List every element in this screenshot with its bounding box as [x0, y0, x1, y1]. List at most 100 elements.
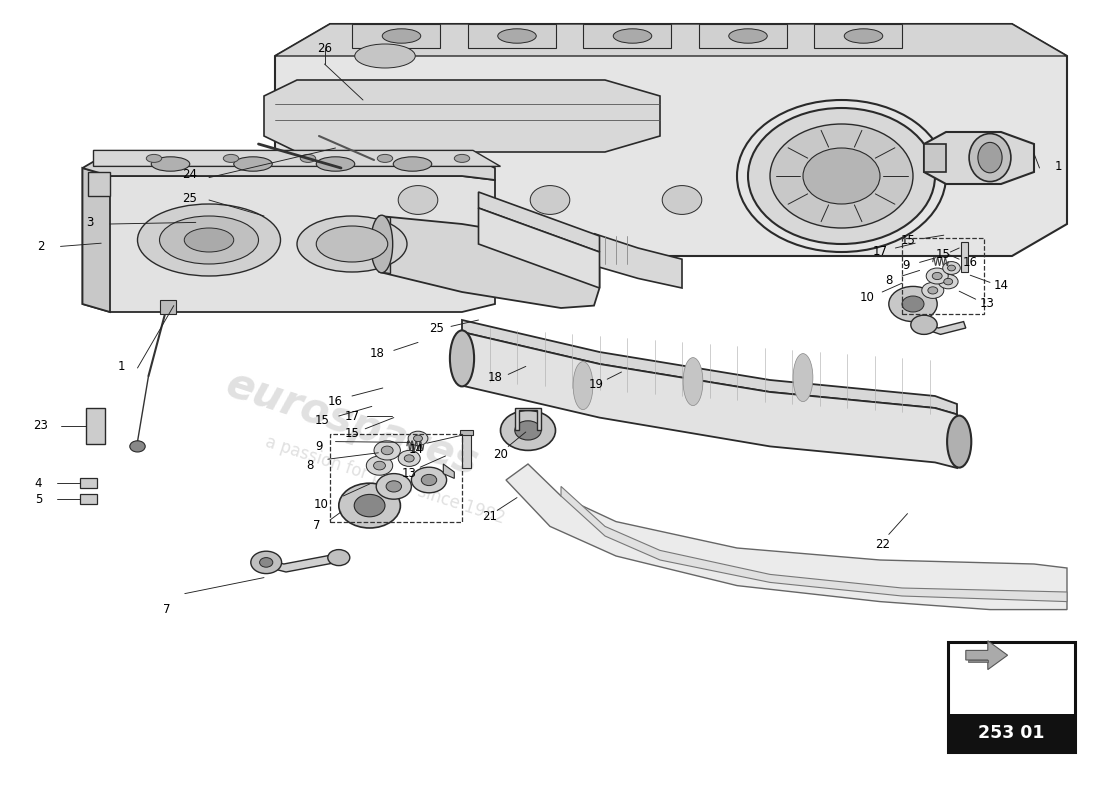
Text: 17: 17 — [344, 410, 360, 422]
Text: 4: 4 — [35, 477, 42, 490]
Polygon shape — [515, 408, 541, 430]
Polygon shape — [82, 152, 495, 180]
Polygon shape — [561, 486, 1067, 602]
Circle shape — [398, 450, 420, 466]
Text: 1: 1 — [1055, 160, 1061, 173]
Text: 9: 9 — [316, 440, 322, 453]
Circle shape — [130, 441, 145, 452]
Text: eurospares: eurospares — [220, 363, 484, 485]
Circle shape — [938, 274, 958, 289]
Ellipse shape — [146, 154, 162, 162]
Circle shape — [902, 296, 924, 312]
FancyBboxPatch shape — [948, 642, 1075, 752]
Polygon shape — [160, 300, 176, 314]
Ellipse shape — [394, 157, 431, 171]
Polygon shape — [922, 322, 966, 334]
Text: 16: 16 — [962, 256, 978, 269]
Circle shape — [421, 474, 437, 486]
Circle shape — [922, 282, 944, 298]
Polygon shape — [462, 320, 957, 414]
Circle shape — [947, 265, 956, 271]
Circle shape — [944, 278, 953, 285]
Text: 15: 15 — [901, 234, 916, 246]
Polygon shape — [86, 408, 104, 444]
Polygon shape — [462, 432, 471, 468]
Ellipse shape — [450, 330, 474, 386]
Polygon shape — [583, 24, 671, 48]
Circle shape — [530, 186, 570, 214]
Polygon shape — [80, 478, 97, 488]
Text: 22: 22 — [874, 538, 890, 550]
Polygon shape — [82, 168, 495, 312]
Text: 18: 18 — [487, 371, 503, 384]
Circle shape — [398, 186, 438, 214]
Circle shape — [414, 435, 422, 442]
Text: 9: 9 — [903, 259, 910, 272]
Circle shape — [374, 441, 400, 460]
Circle shape — [408, 431, 428, 446]
Circle shape — [339, 483, 400, 528]
Circle shape — [943, 262, 960, 274]
Text: 15: 15 — [344, 427, 360, 440]
Polygon shape — [88, 172, 110, 196]
Ellipse shape — [185, 228, 233, 252]
Text: 13: 13 — [979, 297, 994, 310]
Ellipse shape — [152, 157, 189, 171]
Text: 15: 15 — [315, 414, 330, 426]
Polygon shape — [968, 660, 988, 662]
Text: 7: 7 — [164, 603, 170, 616]
Circle shape — [251, 551, 282, 574]
Circle shape — [794, 186, 834, 214]
Ellipse shape — [383, 29, 420, 43]
Ellipse shape — [573, 362, 593, 410]
Text: 24: 24 — [182, 168, 197, 181]
Circle shape — [927, 286, 937, 294]
Circle shape — [354, 494, 385, 517]
Circle shape — [515, 421, 541, 440]
Polygon shape — [82, 168, 110, 312]
Circle shape — [328, 550, 350, 566]
Ellipse shape — [748, 108, 935, 244]
Text: 253 01: 253 01 — [978, 724, 1045, 742]
Text: 10: 10 — [314, 498, 329, 510]
Text: 14: 14 — [993, 279, 1009, 292]
Ellipse shape — [803, 148, 880, 204]
Ellipse shape — [683, 358, 703, 406]
Ellipse shape — [614, 29, 651, 43]
Text: 19: 19 — [588, 378, 604, 390]
Text: 8: 8 — [886, 274, 892, 286]
Polygon shape — [379, 216, 390, 274]
Polygon shape — [698, 24, 786, 48]
Polygon shape — [264, 80, 660, 152]
Ellipse shape — [371, 215, 393, 273]
Circle shape — [500, 410, 556, 450]
Polygon shape — [460, 430, 473, 435]
Polygon shape — [468, 24, 556, 48]
Polygon shape — [966, 641, 1008, 670]
Text: a passion for parts since 1982: a passion for parts since 1982 — [263, 433, 507, 527]
Text: 8: 8 — [307, 459, 314, 472]
Circle shape — [260, 558, 273, 567]
Circle shape — [405, 454, 414, 462]
Ellipse shape — [354, 132, 416, 156]
Polygon shape — [94, 150, 500, 166]
Circle shape — [366, 456, 393, 475]
Circle shape — [376, 474, 411, 499]
Text: 3: 3 — [87, 216, 94, 229]
Polygon shape — [275, 24, 1067, 56]
Polygon shape — [462, 332, 957, 468]
Circle shape — [911, 315, 937, 334]
Circle shape — [374, 462, 385, 470]
Polygon shape — [443, 464, 454, 478]
Text: 21: 21 — [482, 510, 497, 522]
Polygon shape — [264, 554, 341, 572]
Text: 14: 14 — [408, 443, 424, 456]
Polygon shape — [924, 144, 946, 172]
Polygon shape — [379, 216, 600, 308]
Text: 20: 20 — [493, 448, 508, 461]
Ellipse shape — [354, 44, 416, 68]
Ellipse shape — [947, 416, 971, 467]
Circle shape — [382, 446, 393, 454]
Text: 2: 2 — [37, 240, 44, 253]
Polygon shape — [814, 24, 902, 48]
